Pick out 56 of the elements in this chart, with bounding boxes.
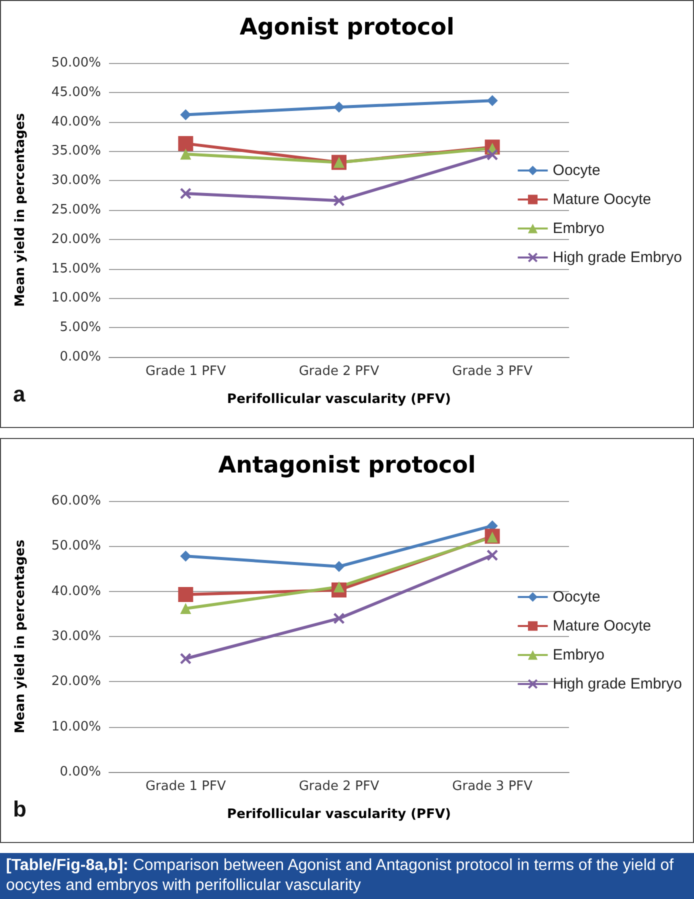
legend-label: Oocyte	[552, 588, 600, 606]
legend-label: High grade Embryo	[552, 676, 682, 692]
point	[180, 188, 192, 200]
text: [Table/Fig-8a,b]: Comparison between Agonist and Antagonist protocol in terms of the yield of oocytes and embryos with perifollicular vascularity	[0, 853, 694, 899]
legend-label: Mature Oocyte	[552, 191, 652, 208]
y-axis-title: Mean yield in percentages	[13, 112, 28, 307]
y-tick-label: 30.00%	[51, 173, 101, 188]
y-tick-label: 45.00%	[51, 84, 101, 100]
y-tick-label: 40.00%	[51, 114, 101, 130]
x-tick-label: Grade 1 PFV	[145, 364, 226, 379]
y-tick-label: 0.00%	[60, 350, 101, 364]
point	[178, 136, 194, 152]
y-tick-label: 5.00%	[60, 320, 101, 336]
y-tick-label: 20.00%	[51, 232, 101, 247]
x-tick-label: Grade 1 PFV	[145, 779, 226, 794]
y-tick-label: 30.00%	[51, 629, 101, 644]
point	[180, 550, 192, 562]
y-tick-label: 25.00%	[51, 202, 101, 218]
y-tick-label: 35.00%	[51, 144, 101, 159]
x-tick-label: Grade 3 PFV	[452, 779, 533, 794]
point	[180, 148, 192, 160]
point	[334, 560, 344, 572]
y-axis-title: Mean yield in percentages	[13, 539, 28, 734]
point	[334, 195, 344, 206]
legend-label: Oocyte	[552, 162, 600, 179]
point	[334, 102, 344, 113]
x-tick-label: Grade 3 PFV	[452, 364, 533, 379]
point	[486, 550, 498, 561]
chart-title: Antagonist protocol	[218, 452, 476, 478]
x-tick-label: Grade 2 PFV	[298, 779, 380, 794]
legend-label: Embryo	[552, 646, 604, 664]
y-tick-label: 20.00%	[51, 674, 101, 690]
point	[486, 95, 498, 106]
y-tick-label: 50.00%	[51, 56, 101, 70]
x-tick-label: Grade 2 PFV	[298, 364, 380, 379]
point	[178, 586, 194, 602]
legend-label: High grade Embryo	[552, 249, 682, 266]
y-tick-label: 0.00%	[60, 764, 101, 780]
point	[180, 109, 192, 120]
legend-label: Mature Oocyte	[552, 618, 652, 634]
x-axis-title: Perifollicular vascularity (PFV)	[227, 392, 451, 407]
point	[334, 612, 344, 624]
point	[180, 653, 192, 664]
point	[180, 602, 192, 614]
y-tick-label: 15.00%	[51, 261, 101, 276]
legend-label: Embryo	[552, 220, 604, 237]
text: b	[13, 796, 26, 822]
y-tick-label: 40.00%	[51, 584, 101, 599]
x-axis-title: Perifollicular vascularity (PFV)	[227, 807, 451, 822]
y-tick-label: 10.00%	[51, 719, 101, 734]
y-tick-label: 60.00%	[51, 494, 101, 508]
text: a	[13, 382, 26, 406]
y-tick-label: 10.00%	[51, 290, 101, 306]
y-tick-label: 50.00%	[51, 538, 101, 554]
point	[486, 149, 498, 160]
chart-title: Agonist protocol	[240, 14, 454, 40]
